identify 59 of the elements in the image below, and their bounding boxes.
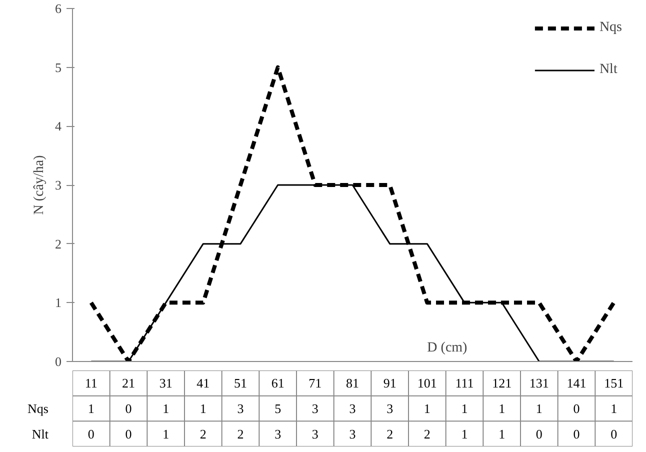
y-tick-label: 6 (55, 1, 62, 16)
y-axis-title: N (cây/ha) (32, 154, 47, 215)
data-label: 1 (162, 426, 170, 442)
text: Nqs (28, 401, 49, 416)
data-label: 1 (536, 401, 542, 416)
y-tick-label: 1 (55, 295, 62, 310)
data-label: 3 (386, 401, 394, 416)
data-label: 1 (88, 401, 94, 416)
data-label: 3 (312, 426, 318, 442)
data-label: 1 (498, 426, 506, 442)
x-tick-label: 141 (566, 376, 586, 391)
data-label: 0 (88, 426, 94, 442)
data-label: 0 (573, 426, 580, 442)
data-label: 0 (610, 426, 618, 442)
y-tick-label: 0 (55, 354, 62, 369)
x-tick-label: 81 (346, 376, 359, 391)
x-tick-label: 31 (159, 376, 172, 391)
data-label: 1 (200, 401, 206, 416)
data-label: 2 (237, 426, 244, 442)
data-label: 0 (125, 401, 132, 416)
x-tick-label: 41 (196, 376, 210, 391)
x-tick-label: 11 (84, 376, 98, 391)
legend-label: Nlt (599, 62, 618, 78)
y-tick-label: 4 (55, 118, 62, 134)
y-tick-label: 3 (55, 178, 62, 192)
data-label: 1 (461, 426, 468, 442)
data-label: 0 (573, 401, 580, 416)
data-label: 2 (386, 426, 394, 442)
data-label: 1 (610, 401, 618, 416)
x-tick-label: 71 (308, 376, 322, 391)
x-tick-label: 111 (455, 376, 474, 391)
y-tick-label: 5 (55, 60, 62, 75)
data-label: 3 (349, 401, 356, 416)
x-tick-label: 91 (383, 376, 396, 391)
x-tick-label: 61 (271, 376, 284, 391)
data-label: 3 (349, 426, 356, 442)
data-label: 1 (461, 401, 468, 416)
data-label: 5 (274, 401, 282, 416)
x-tick-label: 51 (234, 376, 247, 391)
x-tick-label: 101 (417, 376, 437, 391)
data-label: 1 (162, 401, 170, 416)
x-tick-label: 121 (492, 376, 512, 391)
data-label: 3 (274, 426, 282, 442)
line-series (89, 65, 616, 362)
x-tick-label: 21 (122, 376, 135, 391)
data-label: 1 (498, 401, 506, 416)
y-tick-label: 2 (55, 236, 62, 252)
data-label: 0 (536, 426, 542, 442)
data-label: 3 (312, 401, 318, 416)
x-tick-label: 131 (529, 376, 549, 391)
x-tick-label: 151 (604, 376, 624, 391)
x-axis-title: D (cm) (427, 340, 468, 356)
data-label: 1 (424, 401, 430, 416)
data-label: 2 (200, 426, 206, 442)
data-label: 2 (424, 426, 430, 442)
legend-label: Nqs (599, 20, 622, 36)
data-label: 0 (125, 426, 132, 442)
data-label: 3 (237, 401, 244, 416)
text: Nlt (32, 426, 49, 442)
